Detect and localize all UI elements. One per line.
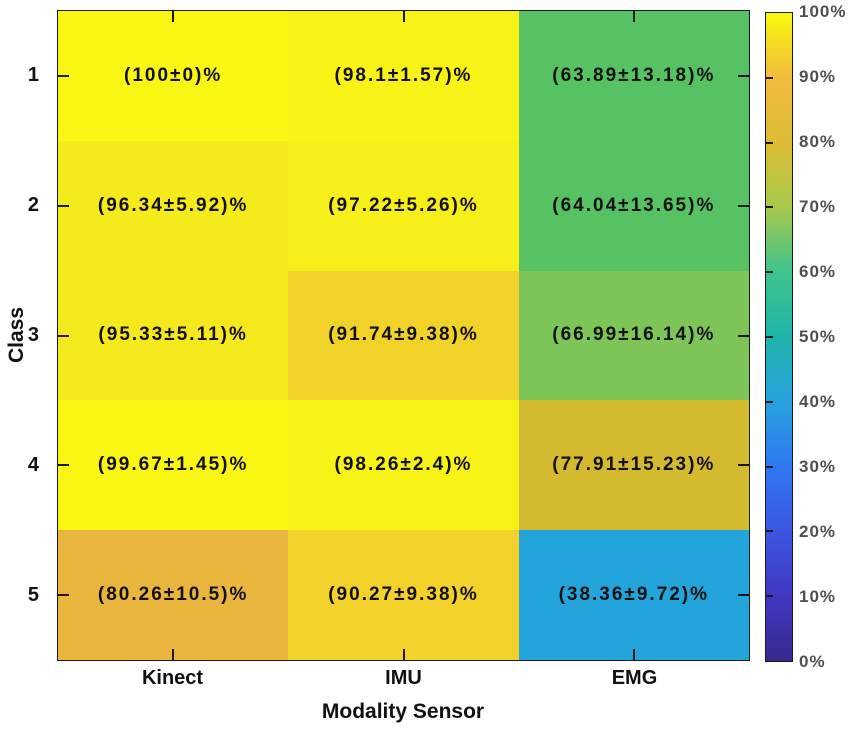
y-tick-label: 5 bbox=[27, 584, 39, 607]
colorbar-tick-mark bbox=[766, 400, 773, 403]
heatmap-cell: (80.26±10.5)% bbox=[58, 530, 289, 660]
heatmap-cell: (38.36±9.72)% bbox=[518, 530, 749, 660]
colorbar-tick-label: 60% bbox=[799, 262, 837, 281]
colorbar-tick-label: 0% bbox=[799, 652, 826, 671]
colorbar-tick-mark bbox=[766, 206, 773, 209]
x-tick-label: IMU bbox=[385, 667, 422, 689]
heatmap-cell: (66.99±16.14)% bbox=[518, 270, 749, 401]
colorbar-tick-label: 70% bbox=[799, 197, 837, 216]
colorbar-tick-mark bbox=[766, 141, 773, 144]
colorbar-tick-label: 30% bbox=[799, 457, 837, 476]
heatmap-plot-area: (100±0)% (98.1±1.57)% (63.89±13.18)% (96.34… bbox=[57, 10, 750, 661]
heatmap-grid: (100±0)% (98.1±1.57)% (63.89±13.18)% (96.34… bbox=[58, 11, 749, 660]
heatmap-cell: (100±0)% bbox=[58, 11, 289, 141]
axis-tick-mark bbox=[58, 594, 69, 597]
axis-tick-mark bbox=[58, 334, 69, 337]
heatmap-cell: (95.33±5.11)% bbox=[58, 270, 289, 401]
axis-tick-mark bbox=[632, 11, 635, 22]
y-axis-title: Class bbox=[5, 306, 28, 364]
heatmap-cell: (77.91±15.23)% bbox=[518, 400, 749, 531]
heatmap-cell: (91.74±9.38)% bbox=[288, 270, 519, 401]
colorbar-tick-label: 100% bbox=[799, 2, 847, 21]
x-axis-title: Modality Sensor bbox=[321, 700, 485, 723]
axis-tick-mark bbox=[738, 594, 749, 597]
colorbar-tick-label: 40% bbox=[799, 392, 837, 411]
heatmap-cell: (64.04±13.65)% bbox=[518, 140, 749, 271]
axis-tick-mark bbox=[172, 649, 175, 660]
x-axis-tick-labels: Kinect IMU EMG bbox=[57, 667, 750, 693]
x-tick-label: Kinect bbox=[141, 667, 204, 689]
colorbar-tick-mark bbox=[766, 530, 773, 533]
axis-tick-mark bbox=[738, 464, 749, 467]
colorbar-tick-mark bbox=[766, 465, 773, 468]
heatmap-cell: (99.67±1.45)% bbox=[58, 400, 289, 531]
colorbar-tick-mark bbox=[766, 271, 773, 274]
axis-tick-mark bbox=[632, 649, 635, 660]
colorbar-tick-label: 20% bbox=[799, 522, 837, 541]
heatmap-cell: (63.89±13.18)% bbox=[518, 11, 749, 141]
y-tick-label: 4 bbox=[27, 454, 39, 477]
y-axis-tick-labels: 1 2 3 4 5 bbox=[0, 10, 48, 661]
colorbar-tick-mark bbox=[766, 336, 773, 338]
x-tick-label: EMG bbox=[611, 667, 658, 689]
axis-tick-mark bbox=[738, 334, 749, 337]
colorbar-tick-label: 10% bbox=[799, 587, 837, 606]
axis-tick-mark bbox=[58, 204, 69, 207]
y-tick-label: 2 bbox=[27, 193, 39, 216]
heatmap-cell: (97.22±5.26)% bbox=[288, 140, 519, 271]
axis-tick-mark bbox=[738, 74, 749, 77]
heatmap-cell: (96.34±5.92)% bbox=[58, 140, 289, 271]
y-tick-label: 3 bbox=[27, 323, 39, 346]
colorbar-tick-label: 50% bbox=[799, 327, 837, 346]
colorbar-tick-mark bbox=[766, 595, 773, 598]
colorbar-tick-mark bbox=[766, 76, 773, 79]
axis-tick-mark bbox=[402, 11, 405, 22]
heatmap-cell: (98.1±1.57)% bbox=[288, 11, 519, 141]
axis-tick-mark bbox=[172, 11, 175, 22]
heatmap-cell: (90.27±9.38)% bbox=[288, 530, 519, 660]
heatmap-cell: (98.26±2.4)% bbox=[288, 400, 519, 531]
colorbar-tick-label: 80% bbox=[799, 132, 837, 151]
colorbar bbox=[765, 12, 793, 662]
colorbar-tick-labels: 100% 90% 80% 70% 60% 50% 40% 30% 20% 10% 0% bbox=[799, 2, 857, 671]
axis-tick-mark bbox=[58, 74, 69, 77]
y-tick-label: 1 bbox=[27, 63, 39, 86]
axis-tick-mark bbox=[58, 464, 69, 467]
axis-tick-mark bbox=[402, 649, 405, 660]
colorbar-tick-label: 90% bbox=[799, 67, 837, 86]
axis-tick-mark bbox=[738, 204, 749, 207]
